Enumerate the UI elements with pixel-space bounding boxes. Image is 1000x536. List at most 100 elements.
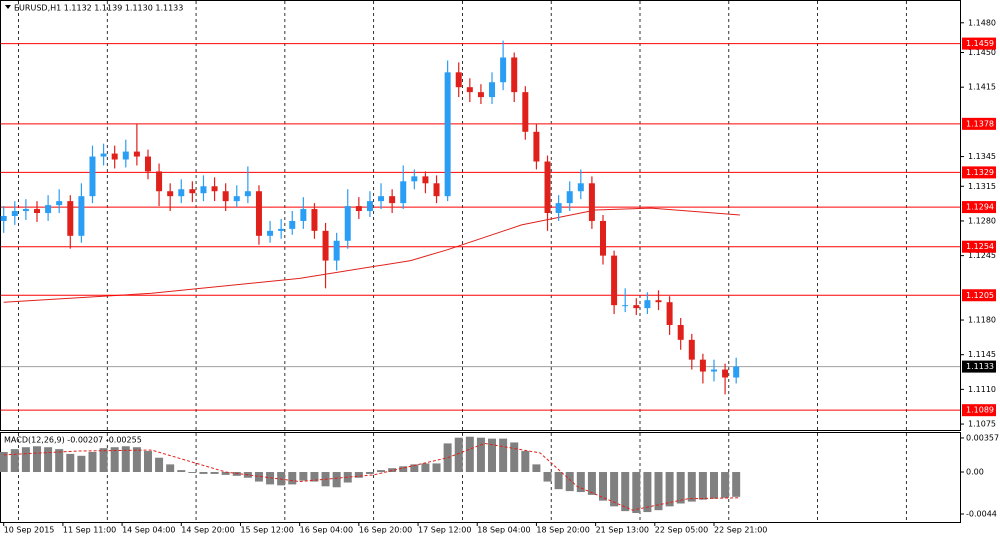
candle-body: [400, 181, 407, 204]
macd-bar: [143, 451, 152, 473]
candle-body: [156, 171, 163, 192]
candle-body: [544, 161, 551, 214]
candle-body: [111, 153, 118, 160]
macd-bar: [665, 472, 674, 507]
y-tick-label: 0.00357: [966, 433, 999, 442]
candle-body: [600, 220, 607, 256]
y-tick-label: 1.1315: [968, 182, 996, 191]
candle-body: [444, 72, 451, 197]
y-tick-label: 1.1415: [968, 83, 996, 92]
level-label-box: [962, 117, 996, 130]
macd-bar: [55, 449, 64, 473]
macd-bar: [299, 472, 308, 481]
y-tick-label: 1.1450: [968, 48, 996, 57]
candle-body: [588, 183, 595, 221]
macd-bar: [210, 472, 219, 474]
candle-body: [355, 206, 362, 212]
macd-bar: [377, 470, 386, 473]
macd-bar: [599, 472, 608, 501]
macd-bar: [88, 451, 97, 473]
y-tick-label: 1.1345: [968, 152, 996, 161]
x-tick-label: 18 Sep 20:00: [536, 526, 589, 535]
x-tick-label: 14 Sep 04:00: [122, 526, 175, 535]
candle-body: [300, 209, 307, 221]
macd-bar: [488, 438, 497, 473]
y-tick-label: 1.1280: [968, 216, 996, 225]
macd-bar: [554, 472, 563, 490]
candle-body: [133, 151, 140, 157]
candle-body: [267, 230, 274, 236]
macd-bar: [510, 442, 519, 473]
candle-body: [78, 196, 85, 236]
y-tick-label: 1.1145: [968, 350, 996, 359]
macd-bar: [132, 447, 141, 473]
macd-bar: [632, 472, 641, 514]
candle-body: [566, 191, 573, 204]
macd-bar: [0, 451, 8, 473]
candle-body: [466, 87, 473, 93]
candle-body: [178, 189, 185, 197]
candle-body: [644, 300, 651, 309]
candle-body: [411, 176, 418, 182]
macd-bar: [188, 472, 197, 473]
candle-body: [500, 57, 507, 83]
macd-bar: [565, 472, 574, 492]
candle-body: [611, 255, 618, 306]
y-tick-label: 1.1180: [968, 316, 996, 325]
level-label-box: [962, 201, 996, 214]
y-tick-label: 1.1245: [968, 251, 996, 260]
level-label: 1.1459: [966, 39, 994, 48]
x-tick-label: 11 Sep 11:00: [63, 526, 116, 535]
candle-body: [22, 209, 29, 212]
candle-body: [122, 151, 129, 160]
macd-bar: [177, 470, 186, 473]
menu-arrow[interactable]: [5, 5, 11, 9]
candle-body: [555, 203, 562, 214]
main-panel: [0, 0, 961, 431]
candle-body: [200, 186, 207, 194]
macd-bar: [221, 472, 230, 475]
candle-body: [688, 339, 695, 360]
macd-bar: [254, 472, 263, 482]
y-tick-label: -0.0044: [966, 509, 997, 518]
macd-bar: [99, 448, 108, 473]
x-tick-label: 14 Sep 20:00: [181, 526, 234, 535]
level-label-box: [962, 404, 996, 417]
level-label: 1.1205: [966, 291, 994, 300]
x-tick-label: 10 Sep 2015: [4, 526, 55, 535]
level-label-box: [962, 240, 996, 253]
candle-body: [710, 369, 717, 372]
x-tick-label: 22 Sep 05:00: [655, 526, 708, 535]
level-label: 1.1254: [966, 242, 994, 251]
macd-bar: [521, 451, 530, 473]
y-tick-label: 1.1110: [968, 385, 996, 394]
candle-body: [522, 92, 529, 132]
candle-body: [89, 156, 96, 197]
macd-bar: [610, 472, 619, 507]
macd-bar: [721, 472, 730, 498]
macd-title: MACD(12,26,9) -0.00207 -0.00255: [4, 436, 142, 445]
candle-body: [511, 57, 518, 93]
macd-bar: [732, 472, 741, 497]
macd-bar: [465, 436, 474, 473]
y-tick-label: 1.1075: [968, 420, 996, 429]
x-tick-label: 16 Sep 04:00: [300, 526, 353, 535]
macd-bar: [432, 463, 441, 473]
candle-body: [366, 201, 373, 212]
candle-body: [56, 201, 63, 206]
x-tick-label: 16 Sep 20:00: [359, 526, 412, 535]
candle-body: [699, 359, 706, 372]
candle-body: [255, 191, 262, 236]
candle-body: [11, 211, 18, 216]
macd-bar: [110, 447, 119, 473]
signal-line: [3, 442, 740, 511]
macd-bar: [687, 472, 696, 502]
level-label: 1.1294: [966, 203, 994, 212]
candle-body: [622, 305, 629, 307]
candle-body: [322, 230, 329, 261]
x-tick-label: 15 Sep 12:00: [240, 526, 293, 535]
macd-bar: [399, 466, 408, 473]
candle-body: [722, 369, 729, 378]
macd-bar: [343, 472, 352, 483]
